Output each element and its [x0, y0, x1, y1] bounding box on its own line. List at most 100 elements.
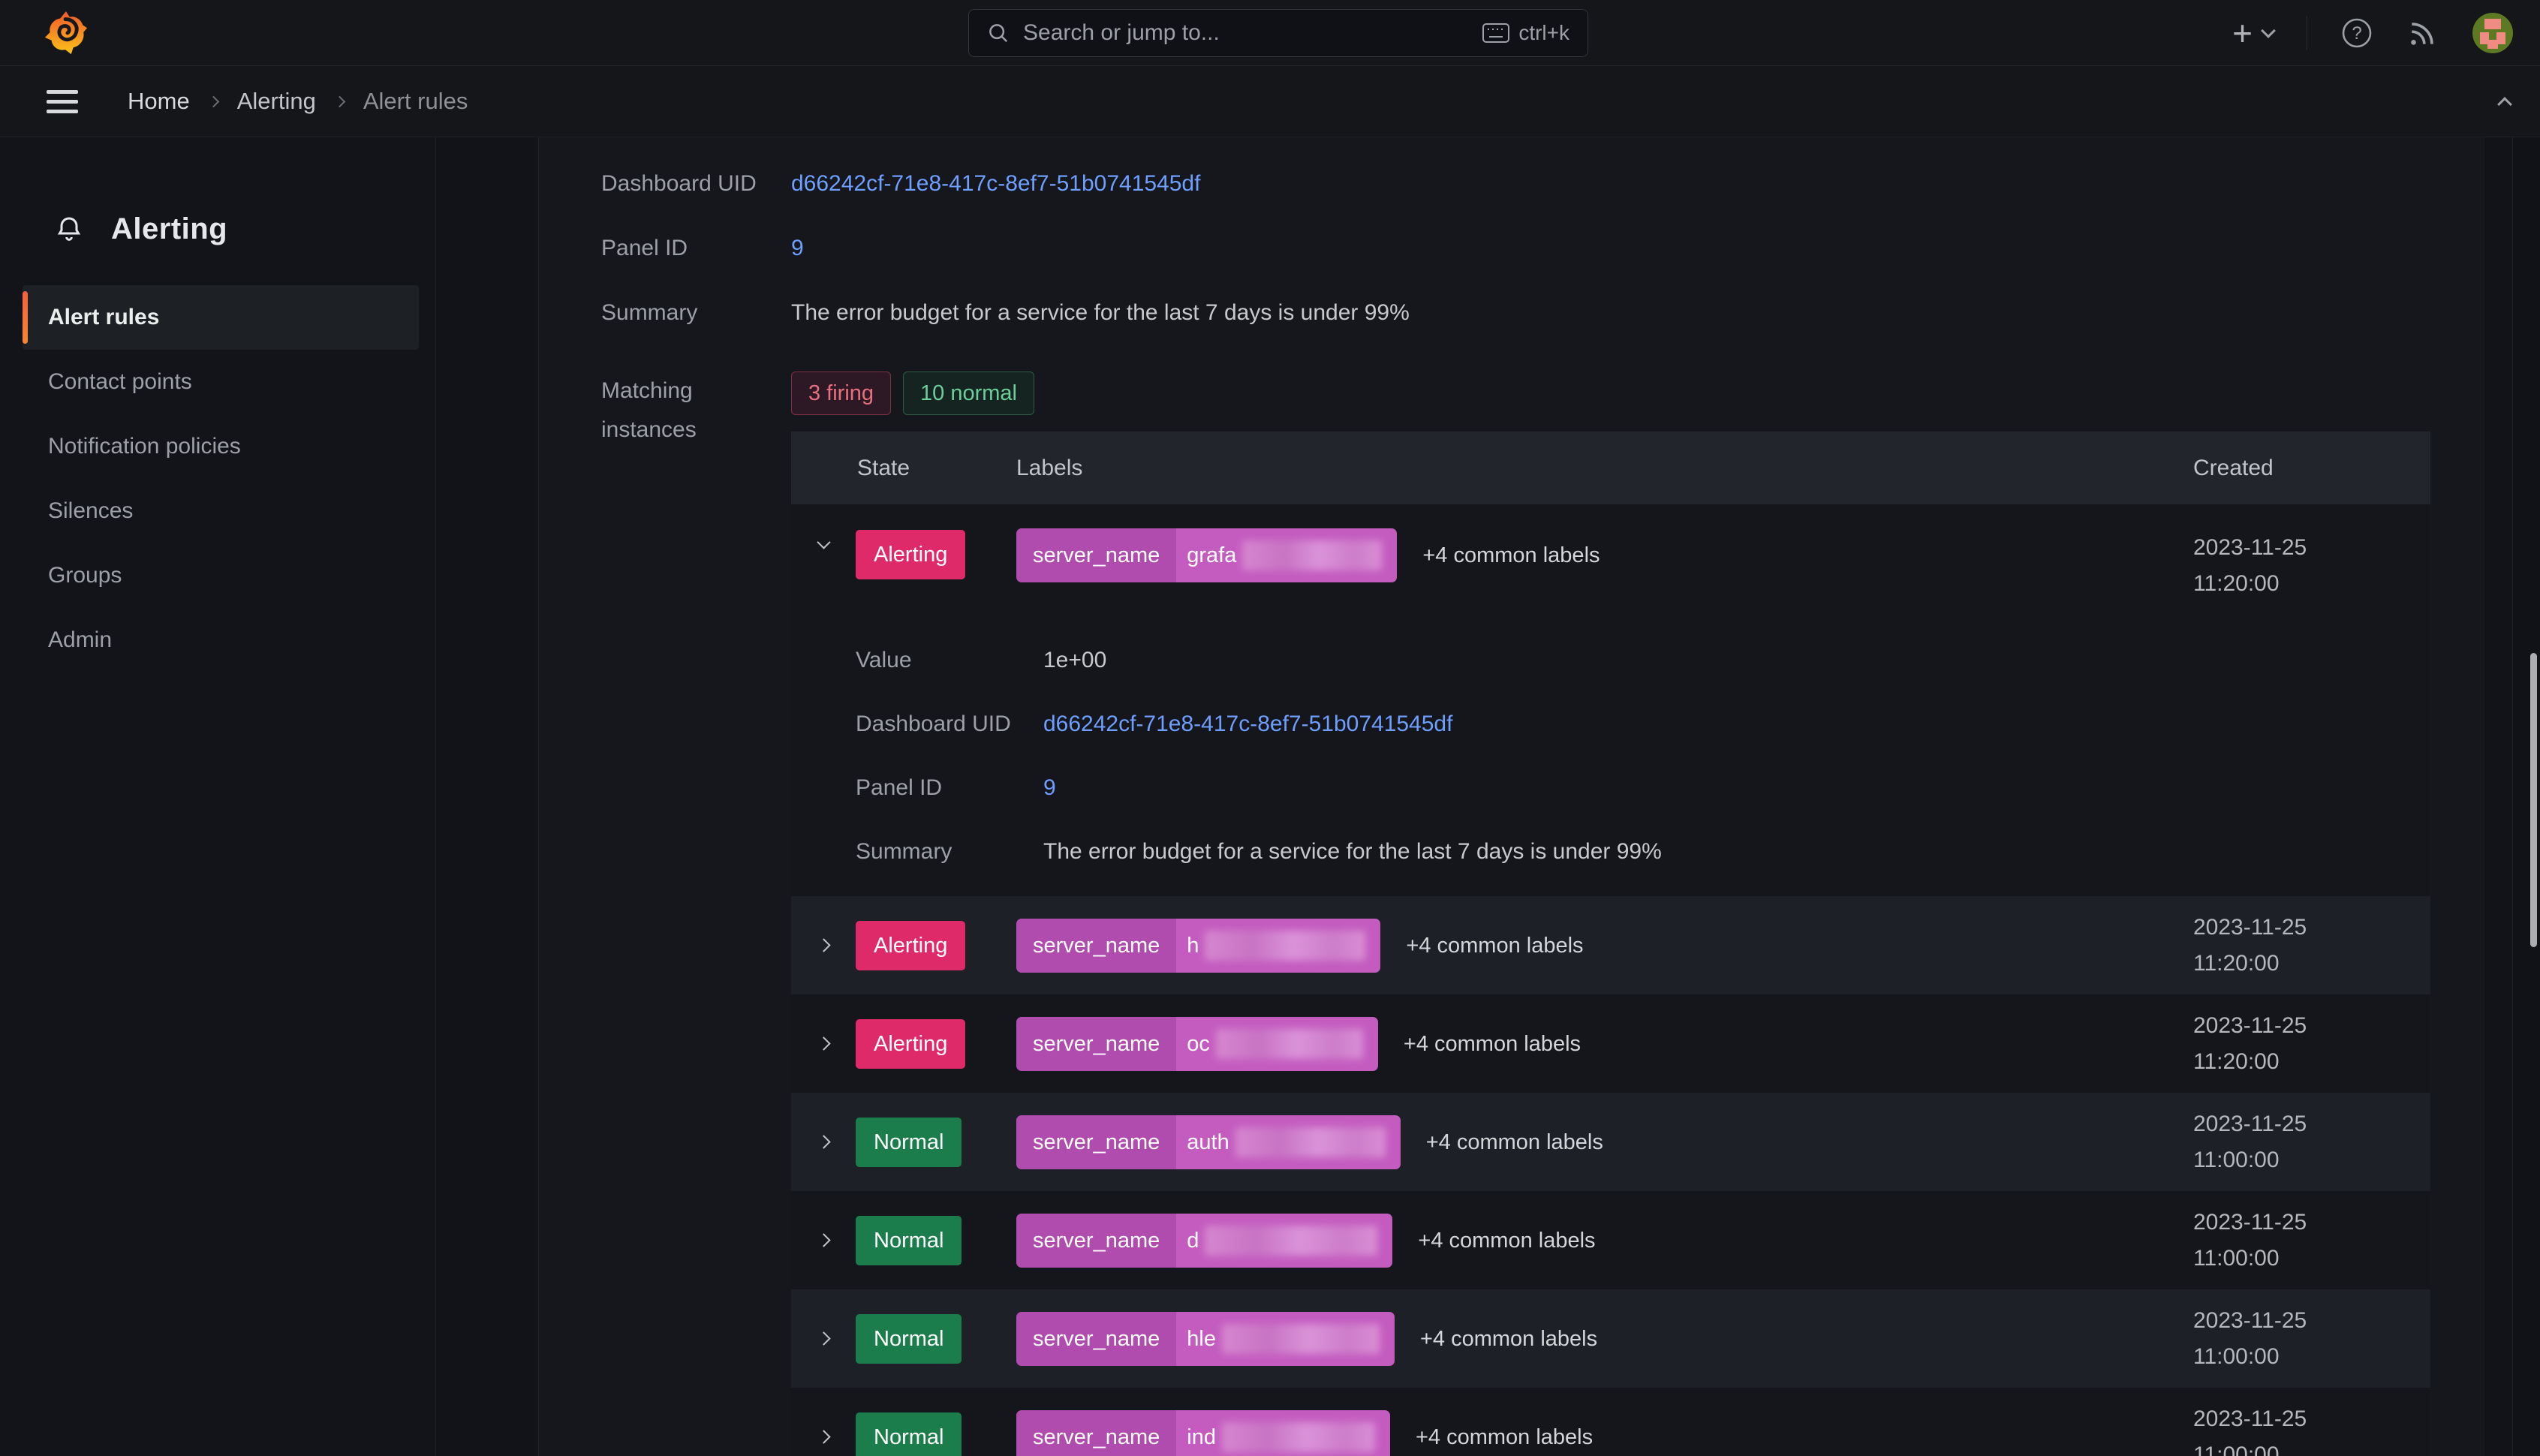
- label-chip: server_name hle: [1016, 1311, 1395, 1366]
- vertical-scrollbar[interactable]: [2530, 653, 2537, 947]
- label-chip: server_name ind: [1016, 1409, 1390, 1456]
- sidebar-item-notification-policies[interactable]: Notification policies: [48, 434, 241, 459]
- created-cell: 2023-11-25 11:00:00: [2183, 1106, 2430, 1178]
- created-time: 11:20:00: [2193, 950, 2280, 976]
- state-badge: Normal: [856, 1412, 962, 1456]
- normal-count-badge: 10 normal: [903, 372, 1035, 415]
- created-cell: 2023-11-25 11:20:00: [2183, 1008, 2430, 1080]
- breadcrumb-alerting[interactable]: Alerting: [236, 88, 316, 114]
- chevron-right-icon: [817, 1331, 831, 1346]
- breadcrumb-current: Alert rules: [363, 88, 468, 114]
- keyboard-icon: [1482, 23, 1510, 43]
- created-cell: 2023-11-25 11:00:00: [2183, 1401, 2430, 1456]
- state-badge: Normal: [856, 1117, 962, 1167]
- label-value: auth: [1187, 1130, 1229, 1154]
- rule-detail-content: Dashboard UID d66242cf-71e8-417c-8ef7-51…: [539, 137, 2484, 1456]
- created-time: 11:20:00: [2193, 1048, 2280, 1074]
- chevron-down-icon: [817, 535, 831, 549]
- field-dashboard-uid: Dashboard UID d66242cf-71e8-417c-8ef7-51…: [601, 164, 2484, 203]
- chevron-right-icon: [333, 95, 346, 107]
- new-button[interactable]: +: [2232, 14, 2276, 53]
- collapse-chevron-up-icon[interactable]: [2497, 97, 2512, 112]
- header-labels: Labels: [1016, 455, 1083, 480]
- label-key: server_name: [1016, 1213, 1177, 1268]
- sidebar-item-silences[interactable]: Silences: [48, 498, 134, 523]
- scrollbar-track-divider: [2512, 137, 2513, 1456]
- instance-row[interactable]: Alerting server_name grafa +4 common lab…: [791, 504, 2430, 896]
- svg-text:?: ?: [2352, 23, 2361, 44]
- label-chip: server_name d: [1016, 1213, 1393, 1268]
- grafana-logo[interactable]: [42, 10, 89, 56]
- help-icon[interactable]: ?: [2340, 17, 2373, 50]
- label-value: hle: [1187, 1326, 1216, 1351]
- shortcut-hint: ctrl+k: [1482, 21, 1569, 45]
- chevron-right-icon: [817, 1233, 831, 1247]
- created-date: 2023-11-25: [2193, 535, 2307, 560]
- redacted-blur: [1205, 930, 1366, 961]
- collapse-row-button[interactable]: [791, 535, 839, 549]
- rss-icon[interactable]: [2406, 17, 2439, 50]
- sidebar-item-admin[interactable]: Admin: [48, 627, 113, 652]
- redacted-blur: [1221, 1323, 1380, 1354]
- menu-toggle-icon[interactable]: [47, 89, 78, 113]
- instance-row[interactable]: Normal server_name d +4 common labels 20…: [791, 1191, 2430, 1289]
- instance-row[interactable]: Normal server_name auth +4 common labels…: [791, 1093, 2430, 1191]
- user-avatar[interactable]: [2472, 13, 2513, 53]
- expand-row-button[interactable]: [791, 938, 839, 952]
- created-date: 2023-11-25: [2193, 914, 2307, 940]
- section-menu: Alert rules Contact points Notification …: [0, 285, 435, 672]
- breadcrumb-home[interactable]: Home: [128, 88, 190, 114]
- dashboard-uid-link[interactable]: d66242cf-71e8-417c-8ef7-51b0741545df: [791, 171, 1201, 196]
- label-key: server_name: [1016, 528, 1177, 582]
- search-input[interactable]: [1023, 20, 1470, 46]
- sidebar-item-alert-rules[interactable]: Alert rules: [23, 285, 419, 350]
- instance-row[interactable]: Normal server_name ind +4 common labels …: [791, 1388, 2430, 1456]
- created-date: 2023-11-25: [2193, 1111, 2307, 1136]
- expand-row-button[interactable]: [791, 1331, 839, 1346]
- expand-row-button[interactable]: [791, 1135, 839, 1149]
- field-matching-instances: Matching instances 3 firing 10 normal St…: [601, 372, 2484, 1456]
- chevron-down-icon: [2261, 23, 2276, 38]
- dashboard-uid-link[interactable]: d66242cf-71e8-417c-8ef7-51b0741545df: [1043, 711, 1453, 736]
- state-badge: Normal: [856, 1215, 962, 1265]
- label-key: server_name: [1016, 1115, 1177, 1169]
- instance-row[interactable]: Normal server_name hle +4 common labels …: [791, 1289, 2430, 1388]
- table-header: State Labels Created: [791, 432, 2430, 504]
- section-nav: Alerting Alert rules Contact points Noti…: [0, 137, 436, 1456]
- summary-text: The error budget for a service for the l…: [791, 300, 1410, 325]
- detail-summary: Summary The error budget for a service f…: [856, 832, 2183, 871]
- chevron-right-icon: [817, 1135, 831, 1149]
- sidebar-item-groups[interactable]: Groups: [48, 563, 122, 588]
- label-chip: server_name auth: [1016, 1115, 1401, 1169]
- label-key: server_name: [1016, 1311, 1177, 1366]
- detail-text: The error budget for a service for the l…: [1043, 839, 1662, 864]
- sidebar-item-contact-points[interactable]: Contact points: [48, 369, 192, 394]
- breadcrumb-bar: Home Alerting Alert rules: [0, 66, 2540, 137]
- chevron-right-icon: [817, 1036, 831, 1051]
- instance-row[interactable]: Alerting server_name h +4 common labels …: [791, 896, 2430, 994]
- redacted-blur: [1235, 1127, 1386, 1157]
- label-value: oc: [1187, 1031, 1210, 1056]
- panel-id-link[interactable]: 9: [1043, 775, 1056, 800]
- redacted-blur: [1221, 1421, 1375, 1452]
- redacted-blur: [1215, 1028, 1363, 1059]
- created-date: 2023-11-25: [2193, 1012, 2307, 1038]
- redacted-blur: [1242, 540, 1383, 570]
- created-time: 11:00:00: [2193, 1343, 2280, 1369]
- search-icon: [989, 24, 1008, 43]
- detail-text: 1e+00: [1043, 648, 1107, 672]
- expand-row-button[interactable]: [791, 1036, 839, 1051]
- plus-icon: +: [2232, 14, 2253, 53]
- common-labels-text: +4 common labels: [1418, 1228, 1596, 1253]
- global-search[interactable]: ctrl+k: [968, 9, 1588, 57]
- panel-id-link[interactable]: 9: [791, 236, 804, 260]
- label-chip: server_name h: [1016, 918, 1381, 973]
- instance-row[interactable]: Alerting server_name oc +4 common labels…: [791, 994, 2430, 1093]
- instance-details: Value 1e+00 Dashboard UID d66242cf-71e8-…: [856, 641, 2183, 896]
- top-nav: ctrl+k + ?: [0, 0, 2540, 66]
- created-date: 2023-11-25: [2193, 1209, 2307, 1235]
- created-cell: 2023-11-25 11:20:00: [2183, 530, 2430, 602]
- expand-row-button[interactable]: [791, 1233, 839, 1247]
- field-label: Matching instances: [601, 378, 697, 442]
- expand-row-button[interactable]: [791, 1430, 839, 1444]
